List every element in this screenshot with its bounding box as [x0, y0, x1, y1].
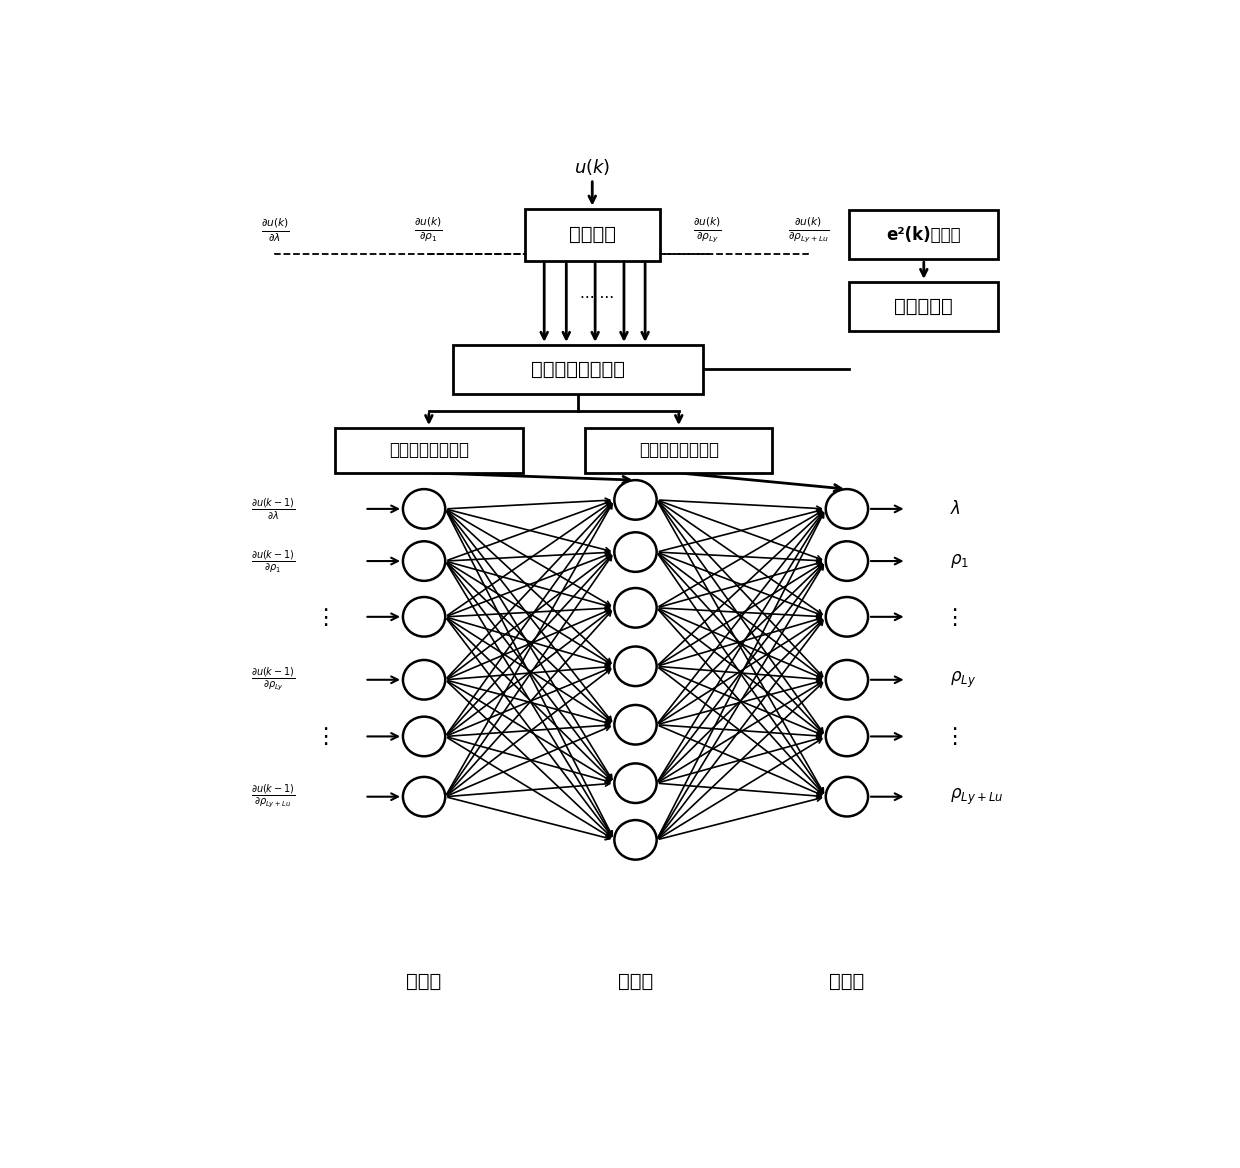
Circle shape — [403, 660, 445, 700]
Text: 隐含层: 隐含层 — [618, 972, 653, 990]
Circle shape — [826, 660, 868, 700]
Text: $\frac{\partial u(k-1)}{\partial \rho_{Ly+Lu}}$: $\frac{\partial u(k-1)}{\partial \rho_{L… — [250, 783, 295, 811]
Text: $\vdots$: $\vdots$ — [942, 606, 957, 628]
Text: ... ...: ... ... — [580, 286, 614, 301]
Text: 系统误差反向传播: 系统误差反向传播 — [531, 360, 625, 378]
FancyBboxPatch shape — [525, 209, 660, 260]
FancyBboxPatch shape — [849, 210, 998, 259]
Circle shape — [614, 820, 657, 860]
Circle shape — [826, 777, 868, 816]
Circle shape — [614, 705, 657, 744]
Circle shape — [403, 541, 445, 580]
Circle shape — [614, 480, 657, 520]
Text: $u(k)$: $u(k)$ — [574, 158, 610, 178]
Text: $\rho_1$: $\rho_1$ — [950, 552, 968, 570]
FancyBboxPatch shape — [585, 427, 773, 473]
Circle shape — [614, 533, 657, 572]
Circle shape — [403, 597, 445, 637]
Text: $\frac{\partial u(k)}{\partial \rho_{Ly}}$: $\frac{\partial u(k)}{\partial \rho_{Ly}… — [693, 216, 722, 244]
Text: 输入层: 输入层 — [407, 972, 441, 990]
Circle shape — [826, 489, 868, 529]
Text: 梯度信息: 梯度信息 — [569, 225, 616, 244]
Text: $\frac{\partial u(k-1)}{\partial \lambda}$: $\frac{\partial u(k-1)}{\partial \lambda… — [250, 496, 295, 522]
Text: $\frac{\partial u(k)}{\partial \rho_{Ly+Lu}}$: $\frac{\partial u(k)}{\partial \rho_{Ly+… — [787, 216, 830, 244]
Circle shape — [614, 764, 657, 802]
Text: $\frac{\partial u(k)}{\partial \lambda}$: $\frac{\partial u(k)}{\partial \lambda}$ — [260, 216, 289, 244]
Circle shape — [403, 717, 445, 756]
Text: $\vdots$: $\vdots$ — [942, 725, 957, 748]
Text: 梯度下降法: 梯度下降法 — [894, 297, 954, 317]
Text: $\frac{\partial u(k)}{\partial \rho_1}$: $\frac{\partial u(k)}{\partial \rho_1}$ — [414, 216, 443, 244]
Text: $\vdots$: $\vdots$ — [314, 725, 329, 748]
FancyBboxPatch shape — [849, 281, 998, 332]
Text: e²(k)最小化: e²(k)最小化 — [887, 225, 961, 244]
Circle shape — [403, 489, 445, 529]
Circle shape — [614, 588, 657, 627]
Text: 更新输出层权系数: 更新输出层权系数 — [639, 442, 719, 459]
Text: $\frac{\partial u(k-1)}{\partial \rho_{Ly}}$: $\frac{\partial u(k-1)}{\partial \rho_{L… — [250, 666, 295, 694]
Text: $\rho_{Ly}$: $\rho_{Ly}$ — [950, 669, 976, 690]
Text: $\vdots$: $\vdots$ — [314, 606, 329, 628]
Circle shape — [826, 717, 868, 756]
Text: $\lambda$: $\lambda$ — [950, 500, 961, 517]
Circle shape — [826, 541, 868, 580]
Text: $\rho_{Ly+Lu}$: $\rho_{Ly+Lu}$ — [950, 786, 1003, 807]
Text: $\frac{\partial u(k-1)}{\partial \rho_1}$: $\frac{\partial u(k-1)}{\partial \rho_1}… — [250, 548, 295, 575]
Circle shape — [614, 647, 657, 686]
FancyBboxPatch shape — [453, 345, 703, 395]
Text: 更新隐含层权系数: 更新隐含层权系数 — [389, 442, 469, 459]
FancyBboxPatch shape — [335, 427, 522, 473]
Circle shape — [826, 597, 868, 637]
Text: 输出层: 输出层 — [830, 972, 864, 990]
Circle shape — [403, 777, 445, 816]
